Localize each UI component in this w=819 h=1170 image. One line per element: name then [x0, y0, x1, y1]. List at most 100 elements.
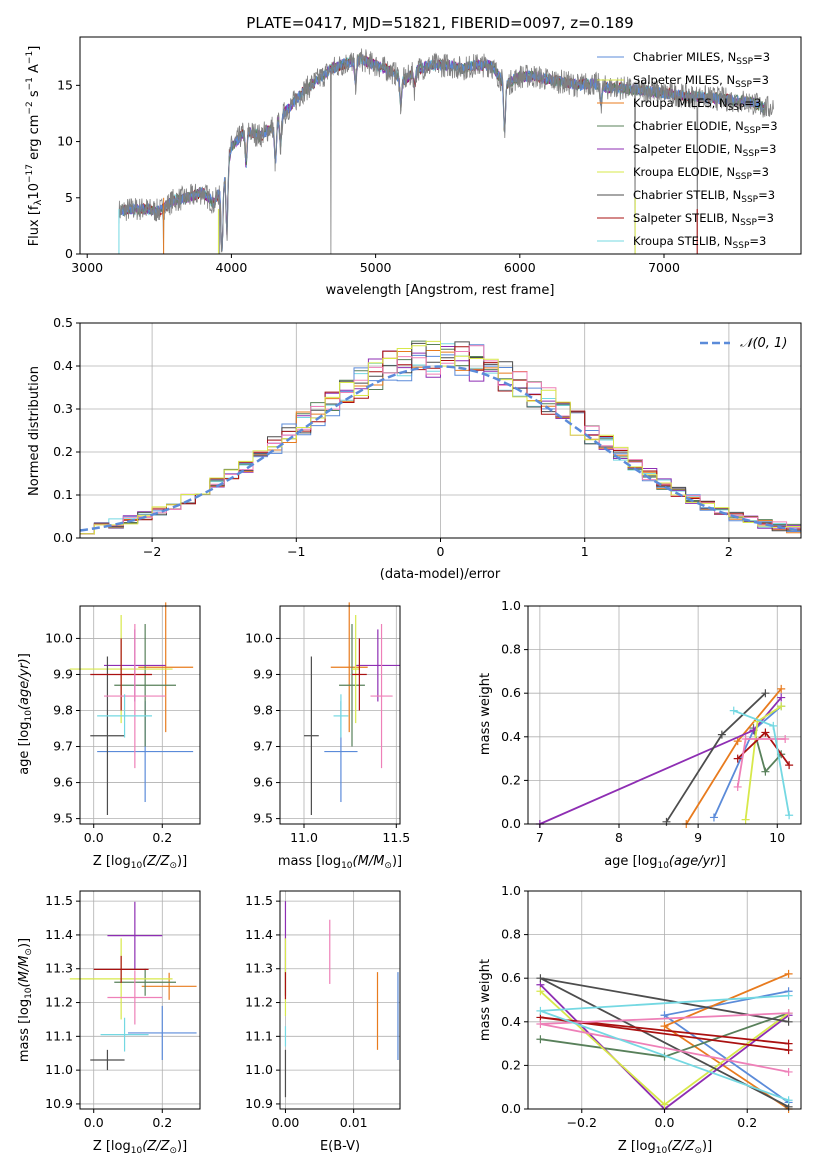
- weight-marker: [777, 684, 786, 693]
- weight-marker: [536, 1019, 545, 1028]
- x-tick-label: 8: [615, 830, 623, 845]
- y-tick-label: 0.2: [53, 444, 73, 459]
- y-tick-label: 9.6: [253, 775, 273, 790]
- legend-count: =3: [758, 188, 775, 202]
- legend-label-0: Chabrier MILES, NSSP=3: [633, 50, 770, 67]
- weight-marker: [733, 754, 742, 763]
- legend-label-8: Kroupa STELIB, NSSP=3: [633, 234, 766, 251]
- x-tick-label: 0.01: [340, 1115, 368, 1130]
- weight-marker: [536, 974, 545, 983]
- spectrum-x-label: wavelength [Angstrom, rest frame]: [326, 283, 555, 298]
- errorbar-point-3: [107, 901, 163, 970]
- weight-marker: [761, 689, 770, 698]
- x-tick-label: 3000: [71, 260, 103, 275]
- y-tick-label: 11.3: [45, 961, 73, 976]
- y-tick-label: 0.2: [501, 1057, 521, 1072]
- weight-marker: [777, 702, 786, 711]
- y-tick-label: 9.8: [253, 702, 273, 717]
- massz-y-label: mass [log10(M/M⊙)]: [17, 938, 34, 1062]
- x-tick-label: 0.0: [84, 1115, 104, 1130]
- x-tick-label: 7000: [648, 260, 680, 275]
- panel-grid: [80, 606, 200, 824]
- y-tick-label: 11.2: [245, 995, 273, 1010]
- errorbar-point-3: [355, 629, 400, 702]
- spectrum-plot-area: [118, 48, 774, 255]
- wz-x-label: Z [log10(Z/Z⊙)]: [618, 1139, 712, 1156]
- weight-line-3: [539, 697, 782, 825]
- errorbar-point-0: [128, 1005, 197, 1060]
- errorbar-point-8: [100, 1017, 149, 1052]
- x-tick-label: 1: [581, 544, 589, 559]
- weight-marker: [784, 1039, 793, 1048]
- errorbar-point-1: [330, 602, 368, 733]
- y-tick-label: 9.5: [253, 811, 273, 826]
- wz-y-label: mass weight: [478, 959, 493, 1041]
- legend-label-3: Chabrier ELODIE, NSSP=3: [633, 119, 778, 136]
- weight-marker: [761, 728, 770, 737]
- weight-marker: [536, 987, 545, 996]
- errorbar-point-7: [104, 624, 166, 769]
- panel-marks: [69, 602, 194, 815]
- agez-y-label: age [log10(age/yr)]: [17, 653, 34, 775]
- panel-marks: [284, 901, 399, 1098]
- legend-count: =3: [753, 50, 770, 64]
- x-tick-label: 9: [694, 830, 702, 845]
- wage-x-label: age [log10(age/yr)]: [604, 854, 726, 871]
- x-tick-label: 11.5: [382, 830, 410, 845]
- weight-marker: [741, 815, 750, 824]
- y-tick-label: 0.0: [53, 530, 73, 545]
- weight-marker: [536, 1006, 545, 1015]
- legend-label-1: Salpeter MILES, NSSP=3: [633, 73, 769, 90]
- y-tick-label: 11.4: [45, 927, 73, 942]
- y-tick-label: 9.9: [253, 666, 273, 681]
- legend-subscript: SSP: [735, 172, 752, 182]
- panel-grid: [280, 891, 400, 1109]
- legend-count: =3: [761, 119, 778, 133]
- y-tick-label: 0.2: [501, 772, 521, 787]
- y-tick-label: 10.9: [45, 1096, 73, 1111]
- legend-normal-label: 𝒩(0, 1): [740, 336, 787, 351]
- panel-axes-frame: [279, 890, 401, 1110]
- spectrum-axes-frame: [79, 36, 802, 255]
- legend-count: =3: [744, 96, 761, 110]
- wage-y-label: mass weight: [478, 673, 493, 755]
- x-tick-label: 7: [536, 830, 544, 845]
- errorbar-point-2: [114, 624, 176, 747]
- errorbar-point-5: [90, 656, 125, 815]
- errorbar-point-7: [107, 970, 163, 1025]
- errorbar-point-1: [138, 602, 194, 733]
- x-tick-label: 0.2: [737, 1115, 757, 1130]
- x-tick-label: 11.0: [290, 830, 318, 845]
- x-tick-label: 0.0: [655, 1115, 675, 1130]
- panel-marks: [536, 969, 793, 1113]
- y-tick-label: 15: [57, 77, 73, 92]
- weight-line-5: [665, 692, 767, 823]
- y-tick-label: 11.1: [245, 1028, 273, 1043]
- weight-marker: [536, 1035, 545, 1044]
- y-tick-label: 11.5: [245, 893, 273, 908]
- age-vs-mass-panel: 11.0 11.5 9.5 9.6 9.7 9.8 9.9 10.0: [245, 602, 410, 845]
- y-tick-label: 0.8: [501, 927, 521, 942]
- weight-marker: [733, 782, 742, 791]
- legend-subscript: SSP: [733, 241, 750, 251]
- x-tick-label: 0.2: [152, 1115, 172, 1130]
- y-tick-label: 0.0: [501, 1101, 521, 1116]
- y-tick-label: 11.0: [45, 1062, 73, 1077]
- spectrum-y-ticks: 0 5 10 15: [57, 77, 80, 261]
- x-tick-label: −2: [143, 544, 161, 559]
- panel-axes-frame: [527, 605, 802, 825]
- x-tick-label: 0.0: [84, 830, 104, 845]
- y-tick-label: 9.7: [53, 739, 73, 754]
- residual-y-ticks: 0.0 0.1 0.2 0.3 0.4 0.5: [53, 315, 80, 545]
- errorbar-point-1: [141, 972, 197, 1000]
- weight-marker: [741, 734, 750, 743]
- y-tick-label: 9.9: [53, 666, 73, 681]
- age-vs-metallicity-panel: 0.0 0.2 9.5 9.6 9.7 9.8 9.9 10.0: [45, 602, 201, 845]
- y-tick-label: 10: [57, 134, 73, 149]
- x-tick-label: 4000: [216, 260, 248, 275]
- weight-marker: [781, 734, 790, 743]
- legend-label-7: Salpeter STELIB, NSSP=3: [633, 211, 774, 228]
- legend-label-5: Kroupa ELODIE, NSSP=3: [633, 165, 769, 182]
- spectrum-panel: PLATE=0417, MJD=51821, FIBERID=0097, z=0…: [25, 14, 802, 298]
